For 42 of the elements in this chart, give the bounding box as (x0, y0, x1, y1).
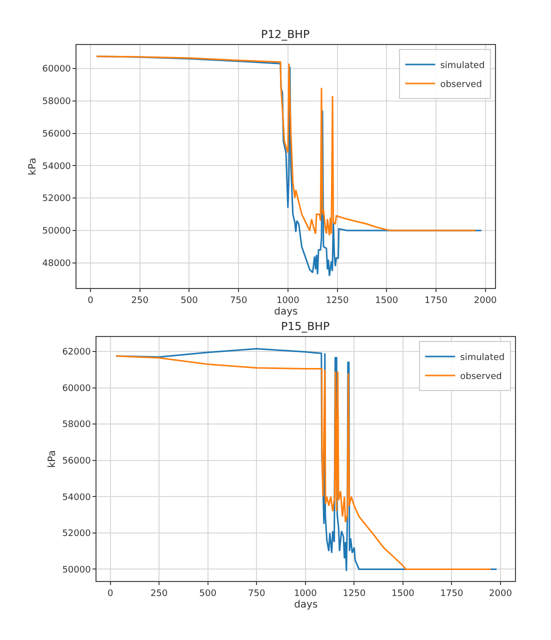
legend-label: observed (460, 372, 502, 382)
y-tick-label: 58000 (42, 97, 72, 108)
x-tick-label: 250 (131, 296, 149, 306)
x-tick-label: 750 (248, 588, 266, 599)
x-axis-title: days (274, 306, 298, 318)
x-tick-label: 1250 (326, 296, 350, 306)
x-tick-label: 0 (107, 588, 114, 599)
y-tick-label: 60000 (62, 384, 92, 394)
y-tick-label: 54000 (42, 162, 72, 172)
y-axis-title: kPa (27, 158, 38, 176)
y-tick-label: 50000 (42, 226, 72, 237)
y-tick-label: 54000 (62, 492, 92, 503)
chart-title: P15_BHP (281, 320, 330, 333)
x-tick-label: 1500 (391, 588, 415, 599)
x-tick-label: 500 (180, 296, 198, 306)
y-tick-label: 58000 (62, 420, 92, 430)
x-tick-label: 1750 (424, 296, 448, 306)
y-tick-label: 48000 (42, 259, 72, 270)
x-tick-label: 1000 (294, 588, 318, 599)
x-tick-label: 750 (230, 296, 248, 306)
legend-label: simulated (460, 353, 505, 364)
x-tick-label: 0 (88, 296, 94, 306)
y-tick-label: 62000 (62, 348, 92, 358)
x-tick-label: 1000 (276, 296, 300, 306)
y-axis-title: kPa (47, 450, 58, 468)
x-tick-label: 2000 (474, 296, 498, 306)
x-tick-label: 2000 (489, 588, 512, 599)
y-tick-label: 60000 (42, 64, 72, 75)
x-tick-label: 1500 (375, 296, 398, 306)
x-axis-title: days (294, 599, 318, 610)
y-tick-label: 52000 (42, 194, 72, 204)
x-tick-label: 250 (150, 588, 168, 599)
x-tick-label: 1250 (342, 588, 366, 599)
y-tick-label: 50000 (62, 565, 92, 576)
legend-label: observed (440, 80, 482, 90)
y-tick-label: 56000 (42, 129, 72, 140)
legend-label: simulated (440, 61, 485, 72)
y-tick-label: 56000 (62, 456, 92, 467)
x-tick-label: 500 (199, 588, 217, 599)
x-tick-label: 1750 (440, 588, 464, 599)
y-tick-label: 52000 (62, 529, 92, 540)
chart-title: P12_BHP (261, 28, 310, 41)
